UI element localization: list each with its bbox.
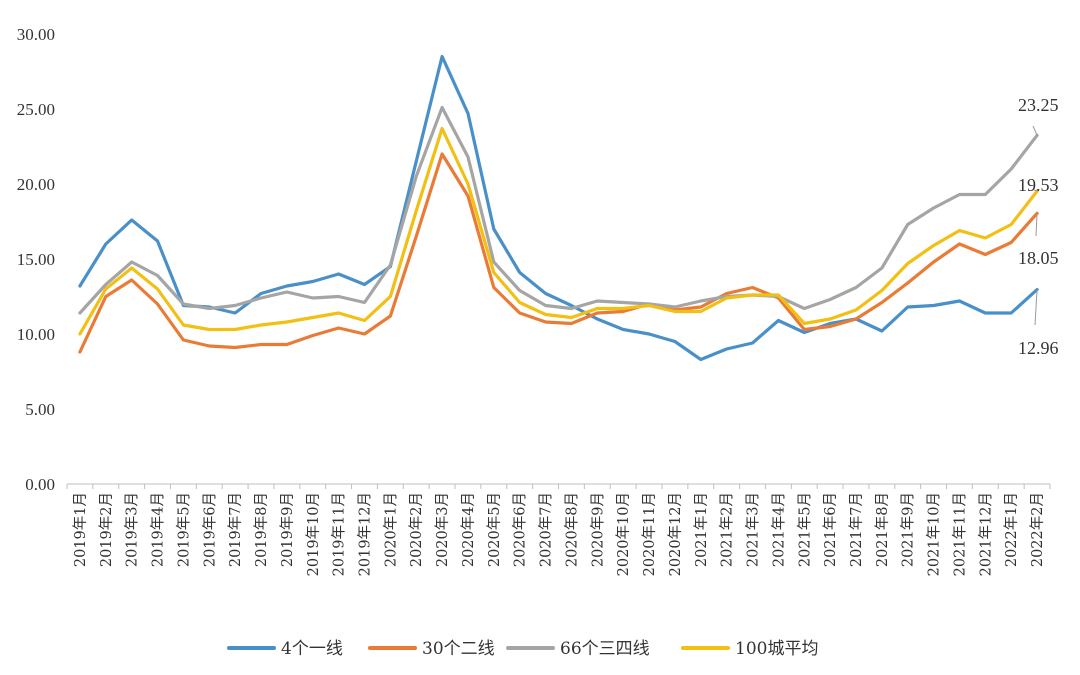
- x-tick-label: 2021年2月: [719, 492, 736, 567]
- x-tick-label: 2022年2月: [1029, 492, 1046, 567]
- series-line-2: [78, 105, 1039, 315]
- x-tick-label: 2019年11月: [331, 492, 348, 576]
- x-tick-label: 2021年4月: [770, 492, 787, 567]
- legend-label: 66个三四线: [560, 639, 650, 659]
- y-tick-label: 0.00: [25, 475, 55, 494]
- series-line-3: [78, 126, 1039, 336]
- x-tick-label: 2020年1月: [382, 492, 399, 567]
- legend-label: 30个二线: [422, 639, 495, 659]
- x-tick-label: 2019年5月: [175, 492, 192, 567]
- annotation-leader: [1033, 189, 1038, 192]
- x-tick-label: 2020年10月: [615, 492, 632, 576]
- y-tick-label: 30.00: [17, 25, 55, 44]
- x-tick-label: 2020年4月: [460, 492, 477, 567]
- x-axis: 2019年1月 2019年2月 2019年3月 2019年4月 2019年5月 2019年…: [66, 483, 1051, 576]
- annotation-leader: [1035, 213, 1038, 237]
- x-tick-label: 2021年11月: [951, 492, 968, 576]
- x-tick-label: 2020年12月: [667, 492, 684, 576]
- legend-label: 100城平均: [735, 639, 818, 659]
- legend-label: 4个一线: [281, 639, 343, 659]
- y-tick-label: 25.00: [17, 100, 55, 119]
- x-tick-label: 2020年8月: [563, 492, 580, 567]
- x-tick-label: 2019年9月: [279, 492, 296, 567]
- annotation-leader: [1032, 125, 1038, 136]
- series-line-1: [78, 152, 1039, 354]
- annotation-layer: 23.25 19.53 18.05 12.96: [1018, 95, 1059, 358]
- annotation-leader: [1034, 289, 1038, 326]
- x-tick-label: 2021年9月: [900, 492, 917, 567]
- y-tick-label: 10.00: [17, 325, 55, 344]
- y-tick-label: 15.00: [17, 250, 55, 269]
- x-tick-label: 2020年6月: [512, 492, 529, 567]
- x-tick-label: 2021年10月: [926, 492, 943, 576]
- x-tick-label: 2020年5月: [486, 492, 503, 567]
- x-tick-label: 2022年1月: [1003, 492, 1020, 567]
- x-tick-label: 2019年8月: [253, 492, 270, 567]
- x-tick-label: 2019年12月: [356, 492, 373, 576]
- x-tick-label: 2020年2月: [408, 492, 425, 567]
- x-tick-label: 2019年2月: [98, 492, 115, 567]
- x-tick-label: 2020年9月: [589, 492, 606, 567]
- x-tick-label: 2019年7月: [227, 492, 244, 567]
- x-tick-label: 2021年5月: [796, 492, 813, 567]
- x-tick-label: 2019年10月: [305, 492, 322, 576]
- y-tick-label: 5.00: [25, 400, 55, 419]
- x-tick-label: 2020年11月: [641, 492, 658, 576]
- x-tick-label: 2021年3月: [745, 492, 762, 567]
- annotation-label: 19.53: [1018, 175, 1059, 195]
- x-tick-label: 2021年8月: [874, 492, 891, 567]
- x-tick-label: 2021年12月: [977, 492, 994, 576]
- x-tick-label: 2019年4月: [150, 492, 167, 567]
- series-layer: [78, 54, 1039, 362]
- x-tick-label: 2021年7月: [848, 492, 865, 567]
- annotation-label: 18.05: [1018, 248, 1059, 268]
- series-line-0: [78, 54, 1039, 362]
- y-tick-label: 20.00: [17, 175, 55, 194]
- x-tick-label: 2021年6月: [822, 492, 839, 567]
- x-tick-label: 2020年7月: [538, 492, 555, 567]
- annotation-label: 12.96: [1018, 338, 1059, 358]
- x-tick-label: 2021年1月: [693, 492, 710, 567]
- x-tick-label: 2020年3月: [434, 492, 451, 567]
- annotation-label: 23.25: [1018, 95, 1059, 115]
- x-tick-label: 2019年3月: [124, 492, 141, 567]
- x-tick-label: 2019年1月: [72, 492, 89, 567]
- y-axis: 0.00 5.00 10.00 15.00 20.00 25.00 30.00: [17, 25, 55, 494]
- x-tick-label: 2019年6月: [201, 492, 218, 567]
- legend: 4个一线 30个二线 66个三四线 100城平均: [227, 639, 818, 659]
